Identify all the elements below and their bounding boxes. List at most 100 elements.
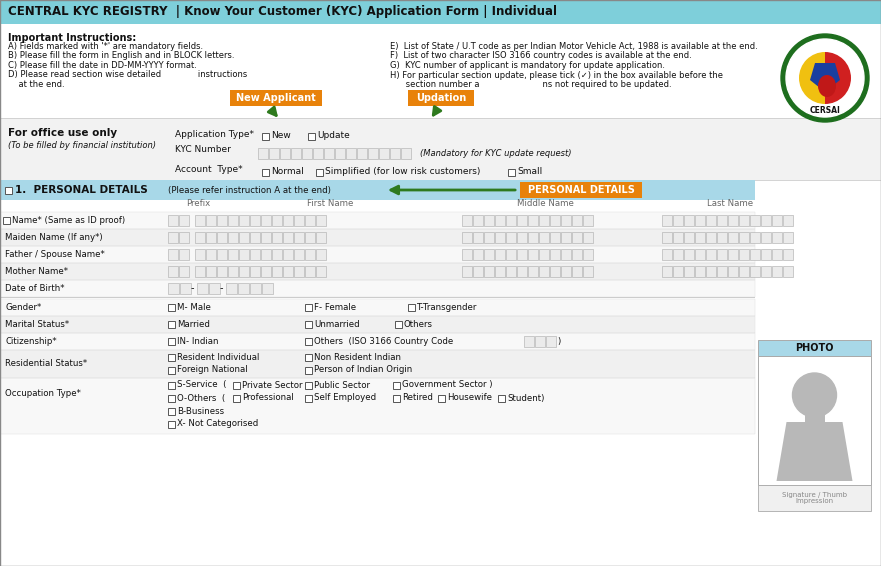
Bar (761, 266, 771, 277)
Text: Public Sector: Public Sector (314, 380, 370, 389)
Bar (0, 333, 755, 350)
Bar (0, 333, 755, 350)
Bar (550, 232, 560, 243)
Bar (261, 249, 271, 260)
Bar (706, 249, 716, 260)
Text: (To be filled by financial institution): (To be filled by financial institution) (8, 141, 156, 150)
Bar (673, 266, 683, 277)
Bar (0, 316, 755, 333)
Bar (520, 182, 642, 198)
Bar (758, 356, 871, 485)
Text: Private Sector: Private Sector (242, 380, 302, 389)
Bar (572, 232, 582, 243)
Bar (717, 215, 727, 226)
Bar (233, 395, 240, 401)
Bar (572, 266, 582, 277)
Bar (272, 266, 282, 277)
Text: (Mandatory for KYC update request): (Mandatory for KYC update request) (420, 148, 572, 157)
Text: Marital Status*: Marital Status* (5, 320, 69, 329)
Bar (535, 336, 545, 347)
Bar (3, 217, 10, 224)
Bar (168, 283, 179, 294)
Bar (561, 249, 571, 260)
Bar (168, 354, 175, 361)
Bar (484, 249, 494, 260)
Bar (583, 232, 593, 243)
Bar (539, 266, 549, 277)
Bar (228, 249, 238, 260)
Bar (228, 232, 238, 243)
Bar (495, 249, 505, 260)
Text: C) Please fill the date in DD-MM-YYYY format.: C) Please fill the date in DD-MM-YYYY fo… (8, 61, 196, 70)
Bar (379, 148, 389, 158)
Text: Date of Birth*: Date of Birth* (5, 284, 64, 293)
Text: X- Not Categorised: X- Not Categorised (177, 419, 258, 428)
Bar (662, 249, 672, 260)
Bar (0, 297, 755, 298)
Bar (368, 148, 378, 158)
Text: PHOTO: PHOTO (796, 343, 833, 353)
Bar (294, 232, 304, 243)
Bar (250, 215, 260, 226)
Bar (804, 414, 825, 426)
Bar (313, 148, 323, 158)
Bar (217, 215, 227, 226)
Bar (506, 266, 516, 277)
Bar (772, 249, 782, 260)
Bar (393, 381, 400, 388)
Bar (305, 215, 315, 226)
Bar (239, 266, 249, 277)
Bar (238, 283, 249, 294)
Bar (728, 266, 738, 277)
Bar (283, 266, 293, 277)
Bar (517, 266, 527, 277)
Bar (0, 229, 755, 246)
Bar (272, 249, 282, 260)
Bar (0, 246, 755, 263)
Bar (209, 283, 220, 294)
Bar (495, 215, 505, 226)
Bar (0, 263, 755, 280)
Bar (706, 215, 716, 226)
Text: Student): Student) (507, 393, 544, 402)
Text: Occupation Type*: Occupation Type* (5, 388, 81, 397)
Text: -: - (190, 284, 194, 294)
Bar (684, 215, 694, 226)
Bar (473, 249, 483, 260)
Bar (695, 266, 705, 277)
Bar (316, 249, 326, 260)
Text: Mother Name*: Mother Name* (5, 267, 68, 276)
Bar (0, 316, 755, 333)
Bar (5, 187, 12, 194)
Text: Father / Spouse Name*: Father / Spouse Name* (5, 250, 105, 259)
Text: Important Instructions:: Important Instructions: (8, 33, 137, 43)
Text: section number a                        ns not required to be updated.: section number a ns not required to be u… (390, 80, 671, 89)
Bar (772, 215, 782, 226)
Bar (583, 215, 593, 226)
Bar (0, 212, 755, 229)
Bar (783, 266, 793, 277)
Bar (728, 232, 738, 243)
Bar (508, 169, 515, 175)
Bar (706, 232, 716, 243)
Bar (728, 249, 738, 260)
Text: IN- Indian: IN- Indian (177, 337, 218, 346)
Bar (539, 232, 549, 243)
Bar (495, 266, 505, 277)
Bar (239, 232, 249, 243)
Bar (706, 266, 716, 277)
Bar (0, 229, 755, 246)
Bar (283, 232, 293, 243)
Text: Married: Married (177, 320, 210, 329)
Bar (561, 215, 571, 226)
Text: Simplified (for low risk customers): Simplified (for low risk customers) (325, 168, 480, 177)
Bar (0, 378, 755, 434)
Bar (179, 266, 189, 277)
Bar (217, 232, 227, 243)
Bar (0, 280, 755, 297)
Bar (239, 249, 249, 260)
Bar (550, 249, 560, 260)
Text: E)  List of State / U.T code as per Indian Motor Vehicle Act, 1988 is available : E) List of State / U.T code as per India… (390, 42, 758, 51)
Bar (305, 232, 315, 243)
Bar (506, 215, 516, 226)
